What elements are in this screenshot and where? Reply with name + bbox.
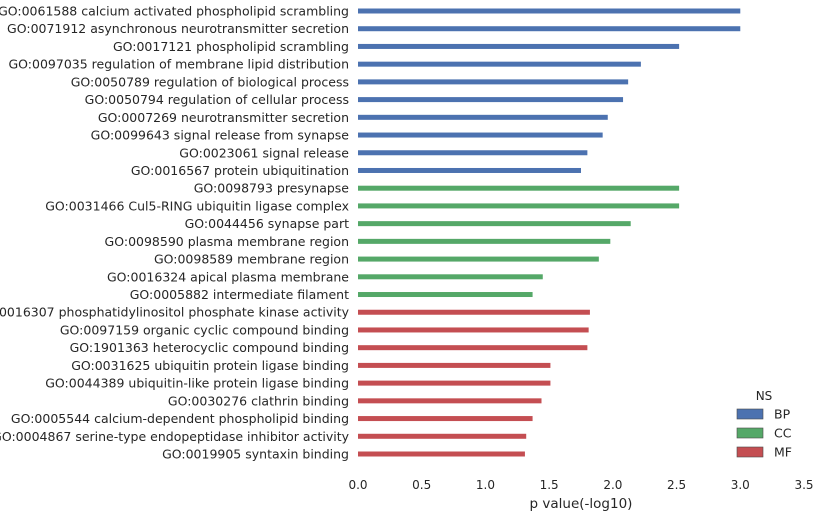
legend-title: NS [756, 389, 773, 403]
bar-bp [358, 61, 641, 67]
category-label: GO:0044456 synapse part [185, 216, 349, 231]
bar-mf [358, 380, 551, 386]
category-label: GO:0097035 regulation of membrane lipid … [8, 57, 349, 72]
category-label: GO:0050789 regulation of biological proc… [71, 74, 349, 89]
category-label: GO:0071912 asynchronous neurotransmitter… [7, 21, 349, 36]
bar-bp [358, 8, 741, 14]
bar-mf [358, 327, 589, 333]
legend-label-bp: BP [774, 407, 791, 422]
bar-bp [358, 114, 608, 120]
category-label: GO:0097159 organic cyclic compound bindi… [60, 322, 349, 337]
x-tick-label: 2.5 [667, 478, 686, 492]
bar-bp [358, 132, 603, 138]
x-axis-label: p value(-log10) [530, 496, 633, 512]
bar-cc [358, 274, 543, 280]
bar-cc [358, 185, 680, 191]
x-tick-label: 2.0 [603, 478, 622, 492]
category-label: GO:0098590 plasma membrane region [105, 234, 349, 249]
bar-cc [358, 203, 680, 209]
bar-cc [358, 292, 533, 298]
category-label: GO:0098793 presynapse [194, 181, 350, 196]
category-label: GO:0023061 signal release [179, 145, 349, 160]
bar-bp [358, 79, 629, 85]
category-label: GO:0019905 syntaxin binding [162, 447, 349, 462]
category-label: GO:0050794 regulation of cellular proces… [85, 92, 349, 107]
legend-label-mf: MF [774, 445, 792, 460]
legend: NS BP CC MF [736, 389, 792, 460]
category-label: GO:0030276 clathrin binding [168, 393, 349, 408]
category-label: GO:0099643 signal release from synapse [91, 128, 350, 143]
bar-mf [358, 362, 551, 368]
bar-mf [358, 398, 542, 404]
category-label: GO:0007269 neurotransmitter secretion [98, 110, 349, 125]
bar-bp [358, 167, 581, 173]
category-label: GO:0004867 serine-type endopeptidase inh… [0, 429, 350, 444]
x-tick-label: 0.5 [412, 478, 431, 492]
bar-bp [358, 43, 680, 49]
category-label: GO:0016324 apical plasma membrane [107, 269, 349, 284]
x-axis-ticks: 0.0 0.5 1.0 1.5 2.0 2.5 3.0 3.5 [348, 478, 813, 492]
legend-entries: BP CC MF [736, 407, 792, 460]
bar-mf [358, 345, 588, 351]
x-tick-label: 1.0 [476, 478, 495, 492]
bars-layer [358, 8, 741, 457]
x-tick-label: 3.0 [731, 478, 750, 492]
category-label: GO:1901363 heterocyclic compound binding [70, 340, 349, 355]
category-label: GO:0016307 phosphatidylinositol phosphat… [0, 305, 350, 320]
category-label: GO:0098589 membrane region [154, 252, 349, 267]
bar-cc [358, 221, 631, 227]
bar-mf [358, 451, 525, 457]
bar-bp [358, 26, 741, 32]
bar-bp [358, 150, 588, 156]
category-label: GO:0017121 phospholipid scrambling [113, 39, 349, 54]
bar-mf [358, 433, 527, 439]
category-labels: GO:0061588 calcium activated phospholipi… [0, 4, 350, 462]
legend-swatch-mf [736, 446, 764, 458]
category-label: GO:0005882 intermediate filament [130, 287, 349, 302]
category-label: GO:0044389 ubiquitin-like protein ligase… [45, 376, 349, 391]
category-label: GO:0061588 calcium activated phospholipi… [0, 4, 349, 19]
bar-cc [358, 256, 599, 262]
category-label: GO:0005544 calcium-dependent phospholipi… [11, 411, 349, 426]
category-label: GO:0031466 Cul5-RING ubiquitin ligase co… [45, 198, 349, 213]
bar-bp [358, 97, 624, 103]
x-tick-label: 1.5 [540, 478, 559, 492]
legend-label-cc: CC [774, 426, 792, 441]
bar-mf [358, 416, 533, 422]
x-tick-label: 3.5 [794, 478, 813, 492]
category-label: GO:0031625 ubiquitin protein ligase bind… [71, 358, 349, 373]
legend-swatch-cc [736, 427, 764, 439]
bar-mf [358, 309, 590, 315]
bar-cc [358, 238, 611, 244]
x-tick-label: 0.0 [348, 478, 367, 492]
legend-swatch-bp [736, 408, 764, 420]
category-label: GO:0016567 protein ubiquitination [131, 163, 349, 178]
